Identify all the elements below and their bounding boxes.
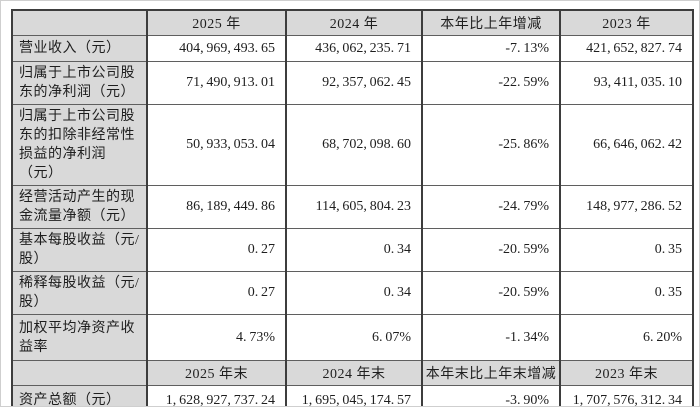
row-label: 资产总额（元） bbox=[11, 385, 148, 406]
table-row: 稀释每股收益（元/股） 0. 27 0. 34 -20. 59% 0. 35 bbox=[11, 271, 694, 315]
table-row: 加权平均净资产收益率 4. 73% 6. 07% -1. 34% 6. 20% bbox=[11, 314, 694, 361]
corner-cell bbox=[11, 360, 148, 386]
cell-value: 0. 35 bbox=[559, 271, 694, 315]
cell-value: 436, 062, 235. 71 bbox=[285, 35, 423, 62]
cell-value: -25. 86% bbox=[421, 104, 561, 186]
cell-value: 421, 652, 827. 74 bbox=[559, 35, 694, 62]
cell-value: -7. 13% bbox=[421, 35, 561, 62]
column-header-yoy-end-change: 本年末比上年末增减 bbox=[421, 360, 561, 386]
column-header-2025: 2025 年 bbox=[146, 9, 287, 36]
cell-value: 92, 357, 062. 45 bbox=[285, 61, 423, 105]
cell-value: -22. 59% bbox=[421, 61, 561, 105]
cell-value: 66, 646, 062. 42 bbox=[559, 104, 694, 186]
table-row: 营业收入（元） 404, 969, 493. 65 436, 062, 235.… bbox=[11, 35, 694, 62]
column-header-yoy-change: 本年比上年增减 bbox=[421, 9, 561, 36]
cell-value: 1, 695, 045, 174. 57 bbox=[285, 385, 423, 406]
cell-value: 114, 605, 804. 23 bbox=[285, 185, 423, 229]
column-header-2024: 2024 年 bbox=[285, 9, 423, 36]
table-row: 归属于上市公司股东的净利润（元） 71, 490, 913. 01 92, 35… bbox=[11, 61, 694, 105]
row-label: 经营活动产生的现金流量净额（元） bbox=[11, 185, 148, 229]
row-label: 基本每股收益（元/股） bbox=[11, 228, 148, 272]
column-header-2023-end: 2023 年末 bbox=[559, 360, 694, 386]
row-label: 归属于上市公司股东的扣除非经常性损益的净利润（元） bbox=[11, 104, 148, 186]
cell-value: 0. 35 bbox=[559, 228, 694, 272]
cell-value: 0. 27 bbox=[146, 228, 287, 272]
cell-value: -20. 59% bbox=[421, 271, 561, 315]
cell-value: 4. 73% bbox=[146, 314, 287, 361]
column-header-2024-end: 2024 年末 bbox=[285, 360, 423, 386]
financial-summary-table: 2025 年 2024 年 本年比上年增减 2023 年 营业收入（元） 404… bbox=[11, 9, 694, 406]
cell-value: -20. 59% bbox=[421, 228, 561, 272]
cell-value: -24. 79% bbox=[421, 185, 561, 229]
table-header-row: 2025 年 2024 年 本年比上年增减 2023 年 bbox=[11, 9, 694, 36]
corner-cell bbox=[11, 9, 148, 36]
table-header-row-period-end: 2025 年末 2024 年末 本年末比上年末增减 2023 年末 bbox=[11, 360, 694, 386]
cell-value: 50, 933, 053. 04 bbox=[146, 104, 287, 186]
table-row: 经营活动产生的现金流量净额（元） 86, 189, 449. 86 114, 6… bbox=[11, 185, 694, 229]
table-row: 归属于上市公司股东的扣除非经常性损益的净利润（元） 50, 933, 053. … bbox=[11, 104, 694, 186]
column-header-2025-end: 2025 年末 bbox=[146, 360, 287, 386]
cell-value: 86, 189, 449. 86 bbox=[146, 185, 287, 229]
column-header-2023: 2023 年 bbox=[559, 9, 694, 36]
row-label: 归属于上市公司股东的净利润（元） bbox=[11, 61, 148, 105]
table-row: 基本每股收益（元/股） 0. 27 0. 34 -20. 59% 0. 35 bbox=[11, 228, 694, 272]
cell-value: 6. 07% bbox=[285, 314, 423, 361]
cell-value: -3. 90% bbox=[421, 385, 561, 406]
cell-value: 0. 34 bbox=[285, 271, 423, 315]
row-label: 营业收入（元） bbox=[11, 35, 148, 62]
row-label: 稀释每股收益（元/股） bbox=[11, 271, 148, 315]
table-row: 资产总额（元） 1, 628, 927, 737. 24 1, 695, 045… bbox=[11, 385, 694, 406]
cell-value: -1. 34% bbox=[421, 314, 561, 361]
cell-value: 71, 490, 913. 01 bbox=[146, 61, 287, 105]
cell-value: 404, 969, 493. 65 bbox=[146, 35, 287, 62]
cell-value: 1, 707, 576, 312. 34 bbox=[559, 385, 694, 406]
cell-value: 68, 702, 098. 60 bbox=[285, 104, 423, 186]
cell-value: 0. 34 bbox=[285, 228, 423, 272]
cell-value: 148, 977, 286. 52 bbox=[559, 185, 694, 229]
cell-value: 0. 27 bbox=[146, 271, 287, 315]
row-label: 加权平均净资产收益率 bbox=[11, 314, 148, 361]
cell-value: 6. 20% bbox=[559, 314, 694, 361]
cell-value: 93, 411, 035. 10 bbox=[559, 61, 694, 105]
cell-value: 1, 628, 927, 737. 24 bbox=[146, 385, 287, 406]
